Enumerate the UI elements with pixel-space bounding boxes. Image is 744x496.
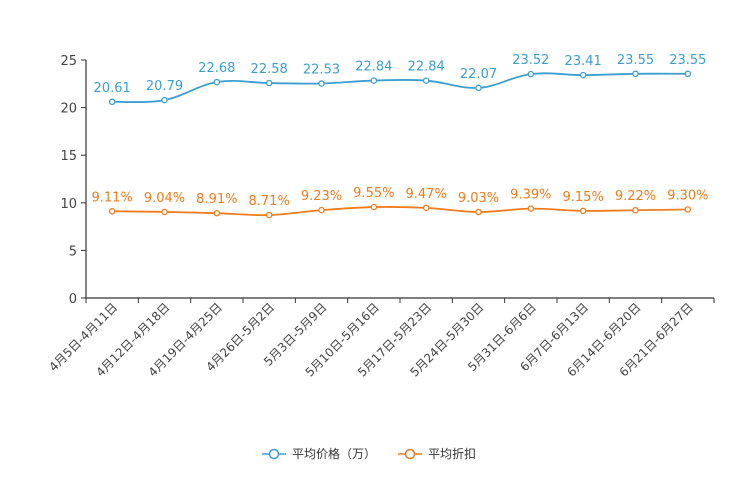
data-label: 22.84 [355, 60, 392, 75]
data-point[interactable] [265, 79, 273, 87]
series-line [112, 206, 688, 217]
data-label: 20.61 [94, 81, 131, 96]
data-point[interactable] [527, 205, 535, 212]
data-label: 8.91% [196, 192, 237, 207]
y-tick-label: 10 [60, 197, 77, 212]
data-point[interactable] [265, 211, 273, 219]
series-2: 9.11% 9.04% 8.91% 8.71% 9.23% 9.55% 9.47% 9.03%… [92, 186, 708, 219]
legend-item-1[interactable]: 平均价格（万） [262, 446, 376, 461]
data-point[interactable] [370, 203, 378, 211]
data-point[interactable] [579, 207, 587, 215]
data-point[interactable] [213, 209, 221, 217]
y-tick-label: 15 [60, 149, 77, 164]
data-label: 8.71% [249, 194, 290, 209]
legend-marker-icon [268, 448, 280, 460]
data-point[interactable] [579, 71, 587, 79]
data-point[interactable] [475, 208, 482, 216]
data-label: 9.39% [510, 188, 551, 203]
data-label: 9.55% [353, 186, 394, 201]
data-point[interactable] [370, 77, 378, 84]
data-point[interactable] [213, 78, 221, 86]
data-label: 9.22% [615, 189, 656, 204]
series-line [112, 72, 688, 104]
data-point[interactable] [318, 80, 325, 87]
data-point[interactable] [161, 96, 168, 104]
data-label: 9.23% [301, 189, 342, 204]
data-label: 9.47% [406, 187, 447, 202]
legend-item-2[interactable]: 平均折扣 [398, 446, 476, 461]
legend-marker-icon [404, 448, 416, 460]
data-label: 23.55 [669, 53, 706, 68]
data-point[interactable] [318, 206, 325, 214]
data-point[interactable] [632, 70, 639, 78]
data-point[interactable] [684, 70, 692, 78]
data-point[interactable] [422, 77, 430, 84]
data-point[interactable] [108, 98, 116, 106]
y-tick-label: 5 [69, 244, 77, 259]
data-label: 22.53 [303, 63, 340, 78]
data-point[interactable] [527, 70, 535, 78]
legend-label: 平均价格（万） [292, 446, 376, 461]
y-tick-label: 20 [60, 102, 77, 117]
data-label: 9.04% [144, 191, 185, 206]
data-point[interactable] [684, 206, 692, 213]
chart-series: 20.61 20.79 22.68 22.58 22.53 22.84 22.84 22.07… [92, 53, 708, 219]
data-label: 9.15% [563, 190, 604, 205]
data-label: 9.30% [667, 188, 708, 203]
data-label: 9.11% [92, 190, 133, 205]
data-point[interactable] [108, 208, 116, 215]
data-label: 9.03% [458, 191, 499, 206]
data-label: 23.52 [512, 53, 549, 68]
data-point[interactable] [632, 206, 639, 214]
chart-axes: 05101520254月5日-4月11日4月12日-4月18日4月19日-4月2… [46, 54, 715, 380]
y-tick-label: 25 [60, 54, 77, 69]
data-point[interactable] [475, 84, 482, 92]
series-1: 20.61 20.79 22.68 22.58 22.53 22.84 22.84 22.07… [94, 53, 706, 106]
data-label: 20.79 [146, 79, 183, 94]
data-label: 22.68 [198, 61, 235, 76]
data-label: 22.07 [460, 67, 497, 82]
chart-legend[interactable]: 平均价格（万） 平均折扣 [262, 446, 476, 461]
data-label: 23.55 [617, 53, 654, 68]
data-label: 22.84 [408, 60, 445, 75]
data-point[interactable] [422, 204, 430, 212]
data-label: 22.58 [251, 62, 288, 77]
y-tick-label: 0 [69, 292, 77, 307]
data-point[interactable] [161, 208, 168, 216]
data-label: 23.41 [565, 54, 602, 69]
legend-label: 平均折扣 [428, 446, 476, 461]
